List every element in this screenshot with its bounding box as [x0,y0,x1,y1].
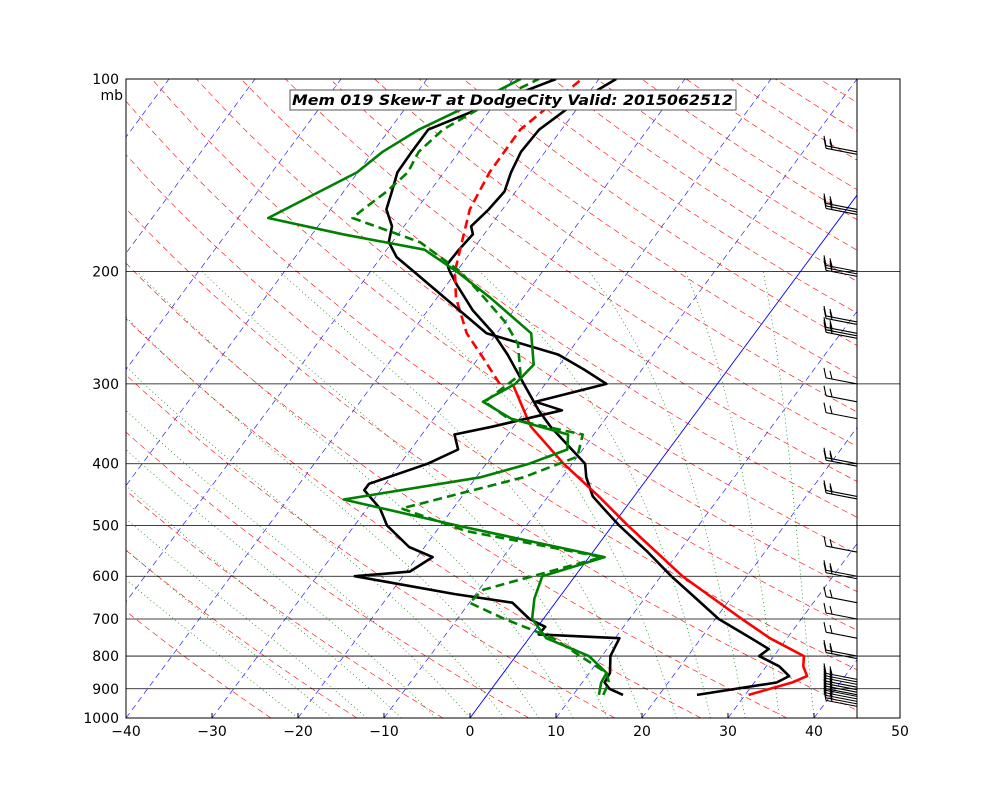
moist-adiabat-line [0,271,367,718]
temperature-tick-label: −40 [111,724,141,740]
isotherm-line [0,79,169,718]
moist-adiabat-line [280,271,643,718]
pressure-unit-label: mb [100,88,123,104]
wind-barb [824,622,857,638]
temperature-axis: −40 −30 −20 −10 0 10 20 30 40 50 [111,713,909,740]
pressure-tick-label: 400 [92,457,119,473]
pressure-tick-label: 600 [92,569,119,585]
moist-adiabat-line [0,271,332,718]
dry-adiabat-line [196,79,1000,718]
wind-barb [824,403,857,419]
dry-adiabat-line [820,79,1000,718]
dry-adiabat-line [0,79,357,718]
wind-barbs [824,136,857,707]
isotherm-zero-line [470,79,943,718]
isotherm-line [0,79,83,718]
wind-barb [824,255,857,276]
pressure-tick-label: 900 [92,682,119,698]
wind-barb [824,193,857,214]
dry-adiabat-line [0,79,271,718]
moist-adiabat-line [763,271,814,718]
dewpoint-profile-green-dashed [353,79,609,695]
reference-lines [0,79,1000,718]
isotherm-line [986,79,1000,718]
wind-barb [824,386,857,402]
pressure-tick-label: 500 [92,519,119,535]
wind-barb [824,317,857,338]
pressure-tick-label: 300 [92,377,119,393]
temperature-profile-red-dashed [455,79,582,384]
wind-barb [824,136,857,155]
wind-barb [824,603,857,619]
moist-adiabat-line [373,271,677,718]
dry-adiabat-line [508,79,1000,718]
temperature-profile-black-solid [447,79,789,695]
temperature-tick-label: −30 [197,724,227,740]
moist-adiabat-line [0,271,401,718]
temperature-tick-label: 30 [719,724,737,740]
wind-barb [824,536,857,552]
temperature-tick-label: 40 [805,724,823,740]
dry-adiabat-line [0,79,529,718]
dry-adiabat-line [686,79,1000,718]
dry-adiabat-line [419,79,1000,718]
isotherm-line [212,79,685,718]
pressure-tick-label: 200 [92,264,119,280]
isotherm-line [0,79,255,718]
dry-adiabat-line [0,79,443,718]
chart-title-box: Mem 019 Skew-T at DodgeCity Valid: 20150… [290,90,736,110]
dry-adiabat-line [597,79,1000,718]
pressure-tick-label: 700 [92,612,119,628]
isotherm-line [126,79,599,718]
dry-adiabat-line [152,79,1000,718]
dry-adiabat-line [642,79,1000,718]
wind-barb [824,368,857,384]
temperature-tick-label: 20 [633,724,651,740]
temperature-tick-label: 10 [547,724,565,740]
temperature-tick-label: 50 [891,724,909,740]
wind-barb [824,306,857,325]
temperature-tick-label: −20 [283,724,313,740]
isotherm-line [384,79,857,718]
dry-adiabat-line [375,79,1000,718]
temperature-tick-label: −10 [369,724,399,740]
isotherm-line [900,79,1000,718]
dry-adiabat-line [285,79,1000,718]
isotherm-line [556,79,1000,718]
isotherm-line [642,79,1000,718]
isotherm-line [728,79,1000,718]
temperature-tick-label: 0 [466,724,475,740]
chart-title: Mem 019 Skew-T at DodgeCity Valid: 20150… [292,93,733,109]
sounding-profiles [268,79,807,695]
pressure-tick-label: 100 [92,72,119,88]
pressure-tick-label: 800 [92,649,119,665]
wind-barb [824,587,857,603]
moist-adiabat-line [82,271,539,718]
wind-barb [824,480,857,499]
dry-adiabat-line [553,79,1000,718]
dry-adiabat-line [775,79,1000,718]
isotherm-line [0,79,341,718]
